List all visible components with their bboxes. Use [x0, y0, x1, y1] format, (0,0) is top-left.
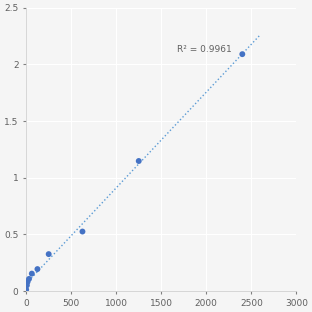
Point	[46, 251, 51, 256]
Point	[29, 271, 34, 276]
Point	[27, 276, 32, 281]
Point	[24, 287, 29, 292]
Point	[24, 283, 29, 288]
Point	[35, 266, 40, 271]
Point	[25, 280, 30, 285]
Point	[80, 229, 85, 234]
Point	[240, 52, 245, 57]
Text: R² = 0.9961: R² = 0.9961	[178, 45, 232, 54]
Point	[136, 158, 141, 163]
